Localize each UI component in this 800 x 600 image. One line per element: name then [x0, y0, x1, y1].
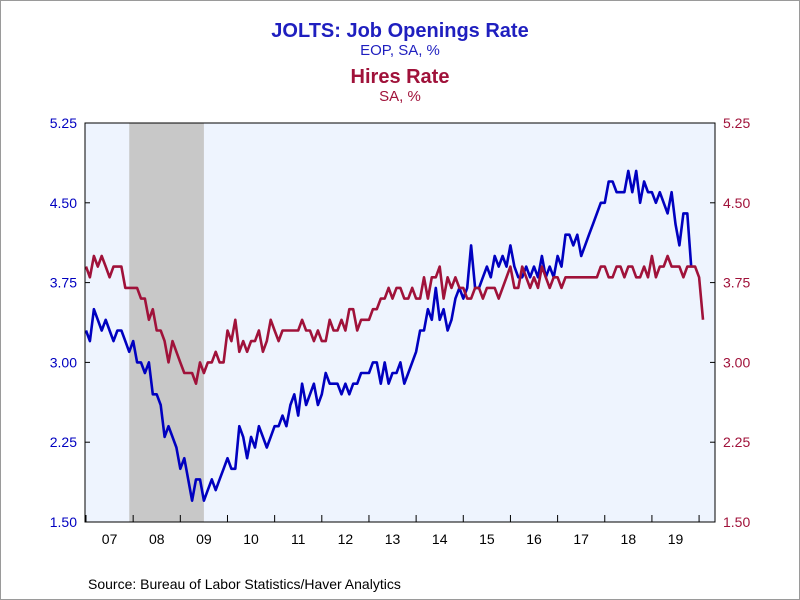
- left-tick-label: 3.00: [50, 354, 77, 370]
- right-tick-label: 3.00: [723, 354, 750, 370]
- left-tick-label: 3.75: [50, 275, 77, 291]
- right-tick-label: 3.75: [723, 275, 750, 291]
- x-tick-label: 09: [196, 531, 212, 547]
- x-tick-label: 12: [338, 531, 354, 547]
- left-tick-label: 5.25: [50, 115, 77, 131]
- x-tick-label: 11: [291, 531, 306, 547]
- series-job-openings-line: [84, 169, 693, 503]
- recession-band: [129, 123, 204, 522]
- chart-title-job-openings: JOLTS: Job Openings Rate: [271, 20, 529, 42]
- right-tick-label: 4.50: [723, 195, 750, 211]
- x-tick-label: 08: [149, 531, 165, 547]
- x-tick-label: 19: [668, 531, 684, 547]
- right-tick-label: 5.25: [723, 115, 750, 131]
- plot-border: [84, 122, 716, 523]
- chart-subtitle-hires: SA, %: [379, 88, 421, 105]
- left-tick-label: 2.25: [50, 434, 77, 450]
- chart-subtitle-job-openings: EOP, SA, %: [360, 42, 440, 59]
- x-tick-label: 18: [621, 531, 637, 547]
- x-tick-label: 16: [526, 531, 542, 547]
- chart-title-hires: Hires Rate: [350, 66, 450, 88]
- right-tick-label: 1.50: [723, 514, 750, 530]
- x-tick-label: 15: [479, 531, 495, 547]
- x-tick-label: 17: [573, 531, 589, 547]
- x-tick-label: 07: [102, 531, 118, 547]
- series-hires-line: [84, 254, 705, 386]
- left-tick-label: 1.50: [50, 514, 77, 530]
- left-tick-label: 4.50: [50, 195, 77, 211]
- x-tick-label: 10: [243, 531, 259, 547]
- right-tick-label: 2.25: [723, 434, 750, 450]
- x-tick-label: 14: [432, 531, 448, 547]
- x-tick-label: 13: [385, 531, 401, 547]
- source-note: Source: Bureau of Labor Statistics/Haver…: [88, 576, 401, 592]
